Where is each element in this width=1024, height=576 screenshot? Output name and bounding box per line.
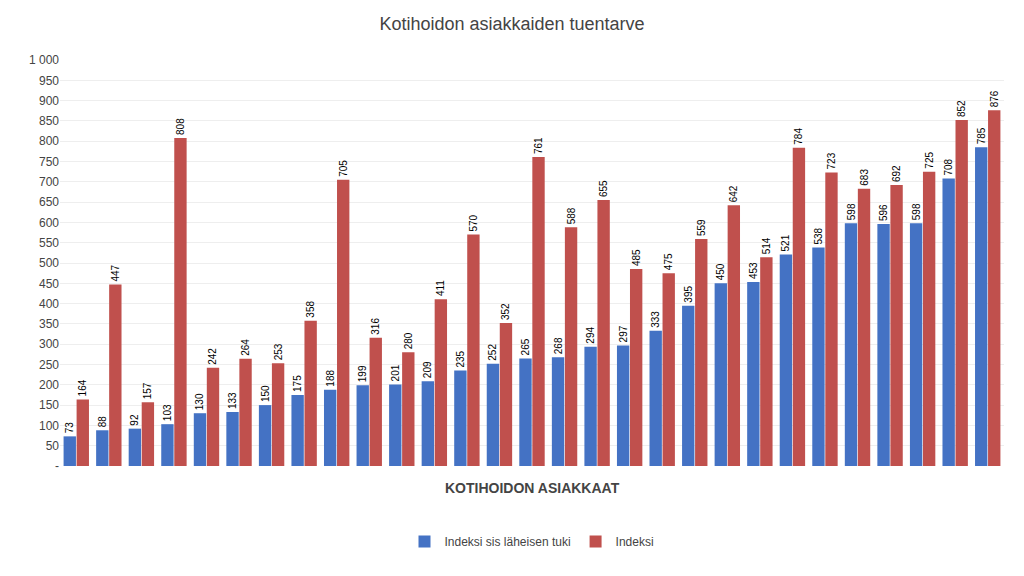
svg-text:103: 103 — [162, 404, 173, 421]
svg-text:235: 235 — [455, 350, 466, 367]
svg-text:761: 761 — [533, 137, 544, 154]
svg-text:Indeksi: Indeksi — [616, 535, 654, 549]
svg-text:200: 200 — [39, 378, 59, 392]
svg-text:150: 150 — [260, 385, 271, 402]
svg-text:514: 514 — [761, 237, 772, 254]
svg-text:242: 242 — [207, 348, 218, 365]
svg-text:642: 642 — [728, 185, 739, 202]
svg-text:692: 692 — [891, 165, 902, 182]
svg-text:485: 485 — [631, 249, 642, 266]
svg-text:280: 280 — [403, 332, 414, 349]
svg-text:447: 447 — [110, 264, 121, 281]
svg-text:252: 252 — [487, 344, 498, 361]
svg-text:453: 453 — [748, 262, 759, 279]
svg-text:333: 333 — [650, 311, 661, 328]
svg-text:175: 175 — [292, 375, 303, 392]
svg-text:800: 800 — [39, 134, 59, 148]
svg-text:1 000: 1 000 — [29, 53, 59, 67]
svg-text:92: 92 — [129, 414, 140, 426]
svg-text:264: 264 — [240, 339, 251, 356]
svg-text:411: 411 — [435, 280, 446, 296]
svg-text:900: 900 — [39, 94, 59, 108]
svg-text:450: 450 — [715, 263, 726, 280]
svg-text:650: 650 — [39, 195, 59, 209]
svg-text:559: 559 — [696, 219, 707, 236]
svg-text:209: 209 — [422, 361, 433, 378]
svg-text:538: 538 — [813, 227, 824, 244]
svg-text:450: 450 — [39, 277, 59, 291]
svg-text:201: 201 — [390, 364, 401, 381]
svg-text:596: 596 — [878, 204, 889, 221]
svg-text:784: 784 — [793, 128, 804, 145]
svg-text:808: 808 — [175, 118, 186, 135]
svg-text:785: 785 — [976, 127, 987, 144]
svg-text:253: 253 — [273, 343, 284, 360]
svg-text:300: 300 — [39, 337, 59, 351]
svg-text:598: 598 — [846, 203, 857, 220]
svg-text:358: 358 — [305, 301, 316, 318]
svg-text:723: 723 — [826, 152, 837, 169]
svg-text:350: 350 — [39, 317, 59, 331]
svg-text:250: 250 — [39, 358, 59, 372]
svg-text:268: 268 — [553, 337, 564, 354]
svg-text:88: 88 — [97, 416, 108, 428]
svg-text:683: 683 — [859, 169, 870, 186]
svg-text:521: 521 — [780, 234, 791, 251]
svg-text:588: 588 — [566, 207, 577, 224]
svg-text:395: 395 — [683, 286, 694, 303]
svg-text:725: 725 — [924, 152, 935, 169]
svg-text:297: 297 — [618, 325, 629, 342]
svg-text:KOTIHOIDON ASIAKKAAT: KOTIHOIDON ASIAKKAAT — [445, 480, 620, 496]
svg-text:50: 50 — [46, 439, 60, 453]
svg-text:164: 164 — [77, 379, 88, 396]
svg-text:655: 655 — [598, 180, 609, 197]
svg-text:750: 750 — [39, 155, 59, 169]
svg-text:570: 570 — [468, 214, 479, 231]
svg-text:500: 500 — [39, 256, 59, 270]
svg-text:Kotihoidon asiakkaiden tuentar: Kotihoidon asiakkaiden tuentarve — [379, 14, 644, 34]
svg-text:130: 130 — [194, 393, 205, 410]
svg-text:316: 316 — [370, 318, 381, 335]
svg-text:Indeksi sis läheisen tuki: Indeksi sis läheisen tuki — [445, 535, 571, 549]
svg-text:700: 700 — [39, 175, 59, 189]
svg-text:850: 850 — [39, 114, 59, 128]
svg-text:-: - — [55, 459, 59, 473]
svg-text:100: 100 — [39, 419, 59, 433]
svg-text:550: 550 — [39, 236, 59, 250]
svg-text:73: 73 — [64, 422, 75, 434]
svg-text:400: 400 — [39, 297, 59, 311]
svg-text:157: 157 — [142, 382, 153, 399]
svg-text:852: 852 — [956, 100, 967, 117]
svg-text:352: 352 — [500, 303, 511, 320]
svg-text:600: 600 — [39, 216, 59, 230]
svg-text:475: 475 — [663, 253, 674, 270]
svg-text:150: 150 — [39, 398, 59, 412]
svg-text:950: 950 — [39, 74, 59, 88]
svg-text:708: 708 — [943, 158, 954, 175]
svg-text:133: 133 — [227, 392, 238, 409]
svg-text:188: 188 — [325, 370, 336, 387]
svg-text:265: 265 — [520, 338, 531, 355]
svg-text:705: 705 — [338, 160, 349, 177]
svg-text:294: 294 — [585, 327, 596, 344]
svg-text:876: 876 — [989, 90, 1000, 107]
svg-text:598: 598 — [911, 203, 922, 220]
svg-text:199: 199 — [357, 365, 368, 382]
